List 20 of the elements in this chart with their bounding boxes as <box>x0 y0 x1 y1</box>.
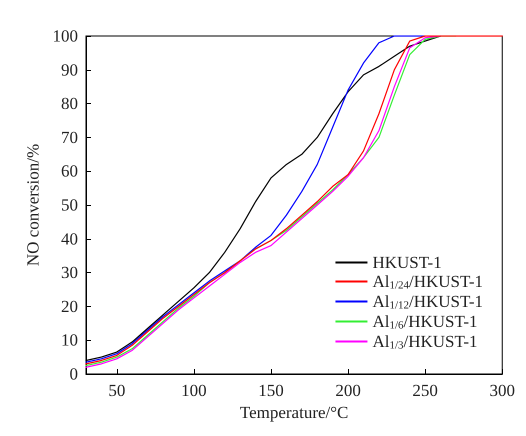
y-tick-label: 80 <box>61 94 78 114</box>
y-tick-label: 40 <box>61 229 78 248</box>
y-tick-label: 90 <box>61 60 78 80</box>
y-tick-label: 30 <box>61 263 78 282</box>
y-tick-label: 10 <box>61 330 78 350</box>
y-axis-title: NO conversion/% <box>24 144 43 266</box>
y-tick-label: 100 <box>52 26 78 46</box>
x-tick-label: 250 <box>412 381 438 400</box>
y-tick-label: 20 <box>61 296 78 316</box>
y-tick-label: 70 <box>61 128 78 147</box>
y-tick-label: 60 <box>61 162 78 181</box>
x-tick-label: 200 <box>335 381 361 400</box>
x-tick-label: 100 <box>181 381 207 400</box>
x-tick-label: 300 <box>490 381 515 400</box>
x-axis-title: Temperature/°C <box>240 403 348 422</box>
y-tick-label: 0 <box>70 364 78 384</box>
x-tick-label: 50 <box>108 381 126 400</box>
legend-label: HKUST-1 <box>372 253 442 272</box>
x-tick-label: 150 <box>258 381 284 400</box>
y-tick-label: 50 <box>61 196 78 214</box>
